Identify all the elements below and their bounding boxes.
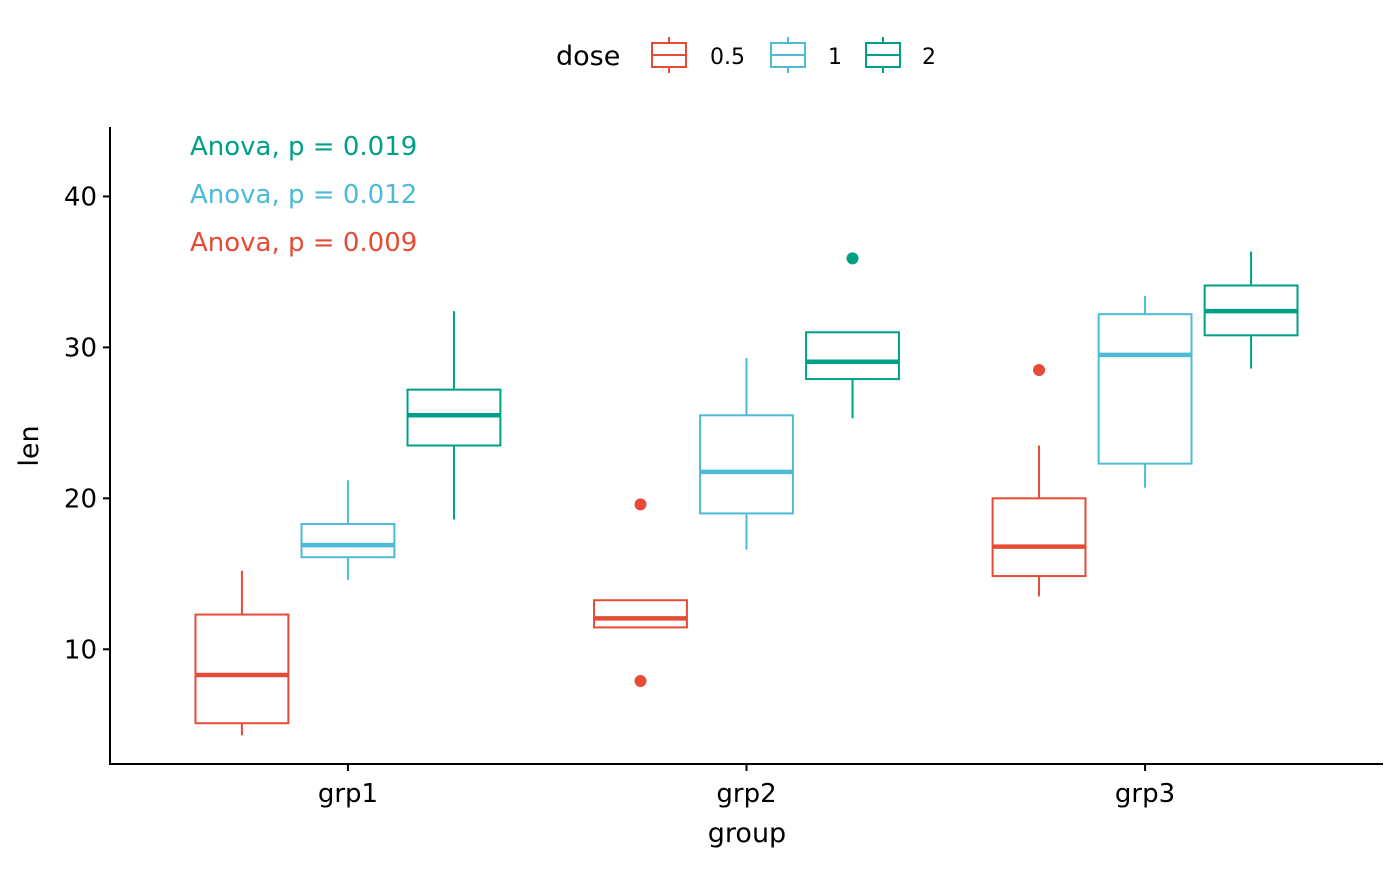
box-grp2-dose-1 <box>699 357 794 550</box>
y-tick-label: 40 <box>64 182 97 212</box>
outlier-point <box>634 674 647 687</box>
x-tick-label: grp2 <box>716 779 776 809</box>
box-grp3-dose-0.5 <box>991 364 1087 597</box>
box <box>699 414 794 515</box>
legend-key-2 <box>865 37 901 73</box>
x-axis-title: group <box>708 818 786 849</box>
box-grp3-dose-2 <box>1203 251 1299 369</box>
outlier-point <box>846 252 859 265</box>
y-tick-label: 30 <box>64 333 97 363</box>
box <box>194 613 290 725</box>
anova-annotation: Anova, p = 0.019 <box>190 132 417 162</box>
box <box>406 388 502 447</box>
box-grp1-dose-1 <box>300 480 396 580</box>
box-grp1-dose-0.5 <box>194 570 290 736</box>
y-tick-label: 10 <box>64 635 97 665</box>
box <box>593 599 688 629</box>
box <box>1097 313 1193 465</box>
box-grp1-dose-2 <box>406 311 502 520</box>
x-tick-label: grp3 <box>1115 779 1175 809</box>
y-tick-label: 20 <box>64 484 97 514</box>
anova-annotation: Anova, p = 0.009 <box>190 228 417 258</box>
box <box>991 497 1087 578</box>
plot-area <box>194 251 1299 736</box>
box <box>300 522 396 559</box>
legend-key-0.5 <box>651 37 687 73</box>
x-tick-label: grp1 <box>318 779 378 809</box>
legend-title: dose <box>556 41 620 72</box>
legend-label: 1 <box>828 45 842 70</box>
outlier-point <box>1033 364 1046 377</box>
box-grp2-dose-2 <box>805 252 900 419</box>
legend-label: 2 <box>922 45 936 70</box>
outlier-point <box>634 498 647 511</box>
legend: dose 0.5 1 2 <box>556 37 936 73</box>
box-grp3-dose-1 <box>1097 296 1193 488</box>
y-axis-title: len <box>14 425 45 466</box>
anova-annotation: Anova, p = 0.012 <box>190 180 417 210</box>
box <box>805 331 900 381</box>
legend-key-1 <box>770 37 806 73</box>
box-grp2-dose-0.5 <box>593 498 688 687</box>
legend-label: 0.5 <box>710 45 745 70</box>
